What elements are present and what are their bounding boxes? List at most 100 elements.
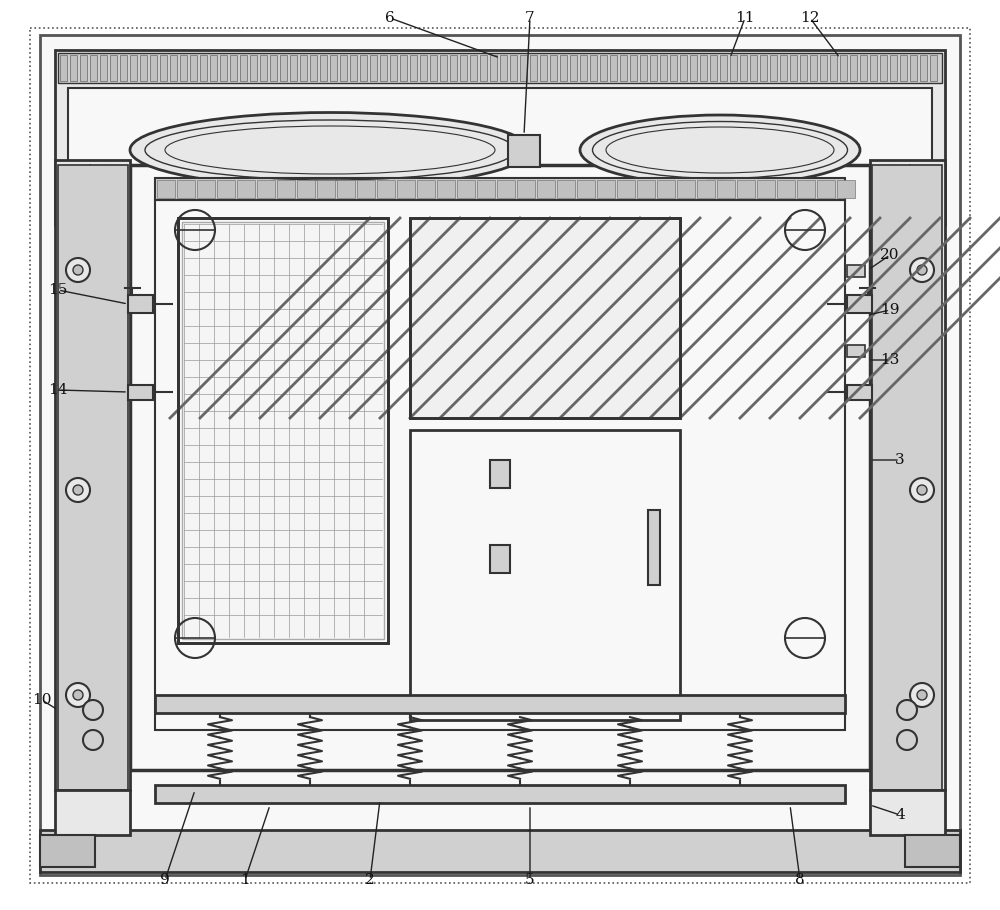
Bar xyxy=(490,460,510,488)
Bar xyxy=(490,55,497,81)
Bar xyxy=(155,200,845,730)
Text: 5: 5 xyxy=(525,873,535,887)
Bar xyxy=(480,55,487,81)
Text: 4: 4 xyxy=(895,808,905,822)
Bar xyxy=(737,180,755,198)
Bar xyxy=(620,55,627,81)
Bar xyxy=(600,55,607,81)
Bar xyxy=(380,55,387,81)
Bar xyxy=(872,165,942,790)
Bar xyxy=(500,55,507,81)
Bar xyxy=(277,180,295,198)
Circle shape xyxy=(73,265,83,275)
Bar xyxy=(257,180,275,198)
Bar xyxy=(237,180,255,198)
Bar xyxy=(540,55,547,81)
Circle shape xyxy=(910,478,934,502)
Bar xyxy=(290,55,297,81)
Bar xyxy=(120,55,127,81)
Bar xyxy=(240,55,247,81)
Bar xyxy=(910,55,917,81)
Bar xyxy=(310,55,317,81)
Bar xyxy=(660,55,667,81)
Bar xyxy=(450,55,457,81)
Bar xyxy=(350,55,357,81)
Bar xyxy=(920,55,927,81)
Bar xyxy=(190,55,197,81)
Bar xyxy=(430,55,437,81)
Bar xyxy=(200,55,207,81)
Circle shape xyxy=(917,265,927,275)
Text: 13: 13 xyxy=(880,353,900,367)
Bar xyxy=(417,180,435,198)
Bar xyxy=(150,55,157,81)
Bar xyxy=(58,165,128,790)
Bar xyxy=(270,55,277,81)
Bar xyxy=(182,222,384,639)
Bar xyxy=(178,218,388,643)
Text: 15: 15 xyxy=(48,283,68,297)
Text: 3: 3 xyxy=(895,453,905,467)
Bar xyxy=(280,55,287,81)
Circle shape xyxy=(910,258,934,282)
Bar xyxy=(690,55,697,81)
Bar xyxy=(700,55,707,81)
Bar xyxy=(640,55,647,81)
Bar xyxy=(697,180,715,198)
Bar xyxy=(790,55,797,81)
Bar xyxy=(657,180,675,198)
Bar xyxy=(810,55,817,81)
Bar xyxy=(847,295,872,313)
Bar xyxy=(847,385,872,400)
Ellipse shape xyxy=(580,115,860,185)
Text: 10: 10 xyxy=(32,693,52,707)
Bar xyxy=(820,55,827,81)
Bar xyxy=(70,55,77,81)
Bar xyxy=(317,180,335,198)
Bar xyxy=(490,545,510,573)
Bar xyxy=(260,55,267,81)
Bar xyxy=(560,55,567,81)
Bar xyxy=(637,180,655,198)
Text: 19: 19 xyxy=(880,303,900,317)
Bar xyxy=(457,180,475,198)
Bar xyxy=(710,55,717,81)
Bar xyxy=(497,180,515,198)
Bar xyxy=(55,160,130,790)
Bar xyxy=(55,50,945,225)
Bar xyxy=(680,55,687,81)
Bar xyxy=(850,55,857,81)
Bar xyxy=(648,510,660,585)
Bar xyxy=(817,180,835,198)
Bar xyxy=(760,55,767,81)
Circle shape xyxy=(73,485,83,495)
Bar xyxy=(178,218,388,643)
Circle shape xyxy=(66,258,90,282)
Bar xyxy=(770,55,777,81)
Bar xyxy=(440,55,447,81)
Bar xyxy=(717,180,735,198)
Circle shape xyxy=(66,683,90,707)
Bar xyxy=(297,180,315,198)
Bar xyxy=(470,55,477,81)
Bar xyxy=(777,180,795,198)
Bar xyxy=(330,55,337,81)
Bar xyxy=(740,55,747,81)
Bar xyxy=(58,53,942,83)
Bar xyxy=(130,165,870,770)
Text: 14: 14 xyxy=(48,383,68,397)
Bar xyxy=(377,180,395,198)
Text: 20: 20 xyxy=(880,248,900,262)
Bar xyxy=(40,830,960,872)
Bar xyxy=(797,180,815,198)
Bar xyxy=(128,295,153,313)
Bar xyxy=(517,180,535,198)
Bar xyxy=(900,55,907,81)
Bar xyxy=(590,55,597,81)
Bar xyxy=(157,180,175,198)
Bar xyxy=(890,55,897,81)
Bar xyxy=(60,55,67,81)
Bar xyxy=(537,180,555,198)
Bar xyxy=(40,835,95,867)
Bar xyxy=(617,180,635,198)
